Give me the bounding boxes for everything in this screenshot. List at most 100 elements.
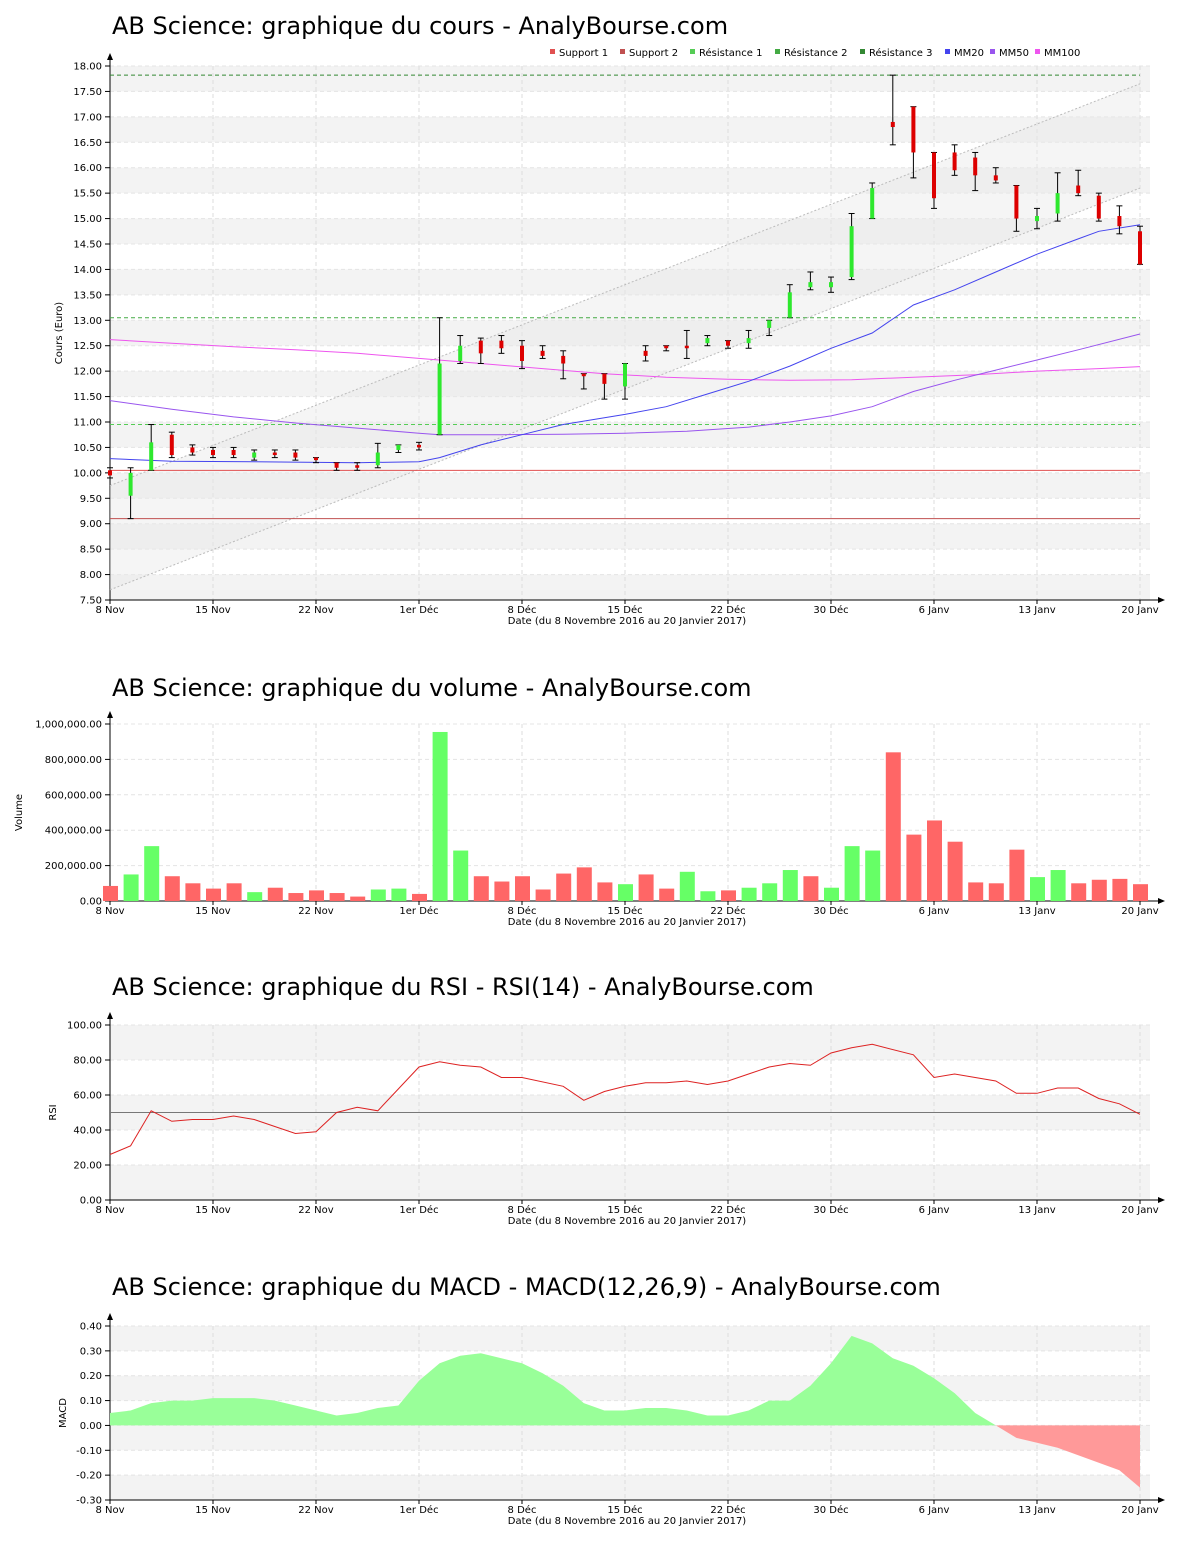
volume-bar (329, 893, 345, 901)
volume-bar (309, 890, 324, 901)
legend-label: Support 1 (559, 48, 608, 59)
price-ytick-label: 10.00 (73, 468, 102, 479)
volume-bar (1112, 878, 1128, 901)
macd-band (110, 1475, 1150, 1500)
volume-bar (906, 834, 922, 901)
candle-body (128, 472, 133, 496)
macd-chart-title: AB Science: graphique du MACD - MACD(12,… (112, 1273, 941, 1301)
legend-label: Support 2 (629, 48, 678, 59)
macd-y-axis-label: MACD (58, 1398, 69, 1428)
price-xtick-label: 22 Nov (298, 605, 334, 616)
candle-body (870, 188, 875, 219)
candle-body (211, 449, 215, 456)
rsi-band (110, 1025, 1150, 1060)
legend-swatch (550, 49, 555, 54)
candle (1137, 225, 1143, 265)
price-x-axis-label: Date (du 8 Novembre 2016 au 20 Janvier 2… (508, 616, 747, 627)
candle (848, 212, 855, 281)
volume-x-arrow (1158, 898, 1165, 904)
macd-positive-area (110, 1335, 1140, 1426)
macd-chart: -0.30 -0.20 -0.10 0.00 0.10 0.20 0.30 0.40 8 Nov… (58, 1313, 1165, 1527)
candle (1013, 185, 1020, 232)
candle-body (787, 292, 792, 318)
volume-bar (247, 892, 263, 901)
legend-swatch (1035, 49, 1040, 54)
volume-ytick-label: 800,000.00 (45, 755, 102, 766)
candle-body (1138, 231, 1142, 265)
volume-xtick-label: 1er Déc (399, 905, 438, 917)
macd-ytick-label: 0.30 (80, 1346, 102, 1357)
candle (992, 167, 999, 184)
price-ytick-label: 17.50 (73, 87, 102, 98)
macd-xtick-label: 20 Janv (1121, 1505, 1158, 1516)
candle-body (108, 470, 112, 476)
volume-bar (803, 876, 819, 901)
candle-body (458, 345, 463, 361)
volume-ytick-label: 600,000.00 (45, 790, 102, 801)
volume-bar (597, 882, 613, 901)
rsi-xtick-label: 30 Déc (813, 1204, 848, 1216)
volume-bar (1091, 879, 1107, 901)
candle (931, 151, 937, 209)
rsi-line (109, 1043, 1141, 1155)
candle-body (478, 340, 483, 354)
price-band (110, 66, 1150, 92)
price-ytick-label: 10.50 (73, 443, 102, 454)
price-xtick-label: 30 Déc (813, 604, 848, 616)
volume-bar (1030, 877, 1045, 901)
legend-label: Résistance 3 (869, 47, 932, 59)
candle-body (334, 462, 339, 468)
volume-bar (226, 883, 242, 901)
candle (374, 442, 381, 469)
candle-body (293, 452, 298, 458)
candle (271, 449, 278, 459)
candle (683, 329, 690, 359)
volume-y-arrow (107, 711, 113, 718)
trend-upper-line (109, 83, 1141, 487)
candle-body (149, 442, 154, 471)
candle-body (396, 444, 401, 450)
mm100-line (109, 339, 1141, 381)
macd-ytick-label: 0.40 (80, 1322, 102, 1333)
volume-bar (515, 876, 530, 901)
macd-x-axis-label: Date (du 8 Novembre 2016 au 20 Janvier 2… (508, 1516, 747, 1527)
candle (519, 340, 525, 370)
price-ytick-label: 14.00 (73, 265, 102, 276)
candle-body (746, 338, 751, 344)
legend-label: MM100 (1044, 48, 1080, 59)
candle (333, 462, 340, 471)
candle-body (932, 152, 936, 199)
volume-ytick-label: 1,000,000.00 (35, 720, 102, 731)
mm20-line (109, 224, 1141, 464)
volume-bar (391, 888, 407, 901)
candle (168, 431, 175, 459)
candle (560, 350, 567, 380)
volume-bar (576, 867, 592, 901)
candle-body (1076, 185, 1081, 194)
candle-body (911, 106, 916, 153)
candle-body (252, 452, 257, 458)
price-xtick-label: 13 Janv (1018, 605, 1055, 616)
price-band (110, 523, 1150, 550)
macd-ytick-label: -0.20 (76, 1471, 102, 1482)
candle (951, 144, 958, 176)
macd-xtick-label: 13 Janv (1018, 1505, 1055, 1516)
candle-body (272, 452, 277, 456)
macd-xtick-label: 22 Nov (298, 1505, 334, 1516)
candle-body (581, 373, 586, 377)
price-band (110, 269, 1150, 295)
candle (457, 335, 464, 365)
candle-body (993, 175, 998, 181)
price-panel: AB Science: graphique du cours - AnalyBo… (0, 12, 1200, 632)
candle-body (829, 282, 833, 288)
macd-xtick-label: 1er Déc (399, 1504, 438, 1516)
volume-bar (556, 873, 572, 901)
volume-bar (535, 889, 551, 901)
candle (601, 373, 608, 400)
candle (1034, 207, 1040, 230)
candle (539, 345, 546, 359)
volume-ytick-label: 0.00 (80, 897, 102, 908)
candle-body (1014, 185, 1019, 219)
candle (786, 284, 793, 319)
legend-swatch (990, 49, 995, 54)
